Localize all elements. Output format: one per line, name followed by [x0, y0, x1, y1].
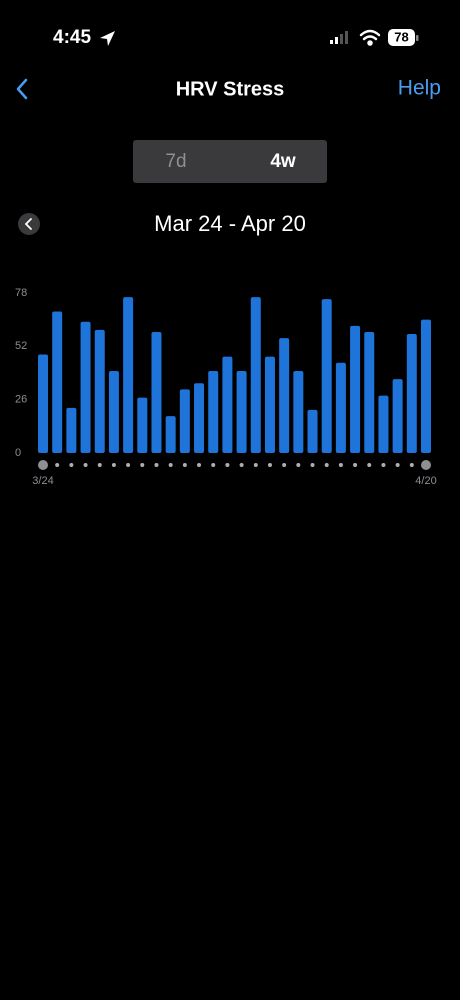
help-button[interactable]: Help	[398, 77, 441, 100]
bar	[137, 397, 148, 453]
day-dot	[353, 463, 358, 467]
bar	[94, 329, 105, 453]
day-dot	[324, 463, 329, 467]
day-dot	[253, 463, 258, 467]
bar	[264, 356, 275, 453]
bar	[66, 407, 77, 453]
bar	[378, 395, 389, 453]
y-tick-label: 52	[15, 340, 27, 352]
previous-button[interactable]	[18, 213, 40, 235]
bar	[236, 370, 247, 453]
day-dot	[211, 463, 216, 467]
day-dot	[197, 463, 202, 467]
day-dot	[239, 463, 244, 467]
day-dot	[225, 463, 230, 467]
bar	[279, 338, 290, 453]
day-dot	[69, 463, 74, 467]
clock: 4:45	[53, 27, 91, 48]
day-dot	[55, 463, 60, 467]
day-dot	[83, 463, 88, 467]
bar	[208, 370, 219, 453]
bar	[52, 311, 63, 453]
bar	[38, 354, 48, 453]
day-dot	[97, 463, 102, 467]
y-tick-label: 26	[15, 394, 27, 406]
day-dot	[140, 463, 145, 467]
day-dot	[409, 463, 414, 467]
segment-selected[interactable]: 4w	[270, 151, 296, 172]
day-dot	[38, 460, 48, 470]
bar	[250, 297, 261, 453]
bar	[151, 331, 162, 453]
bar	[364, 331, 375, 453]
day-dot	[421, 460, 431, 470]
day-dot	[154, 463, 159, 467]
day-dot	[338, 463, 343, 467]
previous-chevron	[24, 218, 32, 230]
day-dot	[310, 463, 315, 467]
day-dot	[282, 463, 287, 467]
bar	[165, 416, 176, 453]
day-dot	[111, 463, 116, 467]
day-dot	[267, 463, 272, 467]
back-button[interactable]	[16, 78, 28, 100]
bar	[123, 297, 134, 453]
bar	[194, 383, 205, 453]
battery-tip	[416, 35, 419, 41]
day-dot	[182, 463, 187, 467]
day-dot	[296, 463, 301, 467]
bar	[179, 389, 190, 453]
x-tick-label: 3/24	[32, 475, 53, 487]
day-dot	[168, 463, 173, 467]
title: HRV Stress	[176, 78, 285, 100]
bar	[321, 299, 332, 453]
bar	[335, 362, 346, 453]
location-icon	[100, 31, 115, 46]
segmented-control	[133, 140, 327, 183]
x-tick-label: 4/20	[415, 475, 436, 487]
bar	[421, 319, 431, 453]
bar	[293, 370, 304, 453]
bar	[406, 334, 417, 453]
signal-icon	[330, 31, 348, 44]
battery-level: 78	[394, 29, 408, 44]
bar	[392, 379, 403, 453]
bar	[108, 370, 119, 453]
day-dot	[381, 463, 386, 467]
bar	[222, 356, 233, 453]
bar	[307, 409, 318, 453]
day-dot	[367, 463, 372, 467]
date-range: Mar 24 - Apr 20	[154, 211, 306, 236]
y-tick-label: 0	[15, 447, 21, 459]
battery-icon	[388, 29, 415, 46]
wifi-icon	[359, 29, 381, 46]
bar	[80, 321, 91, 453]
day-dot	[126, 463, 131, 467]
y-tick-label: 78	[15, 287, 27, 299]
day-dot	[395, 463, 400, 467]
bar	[350, 325, 361, 453]
segment[interactable]: 7d	[165, 151, 186, 172]
